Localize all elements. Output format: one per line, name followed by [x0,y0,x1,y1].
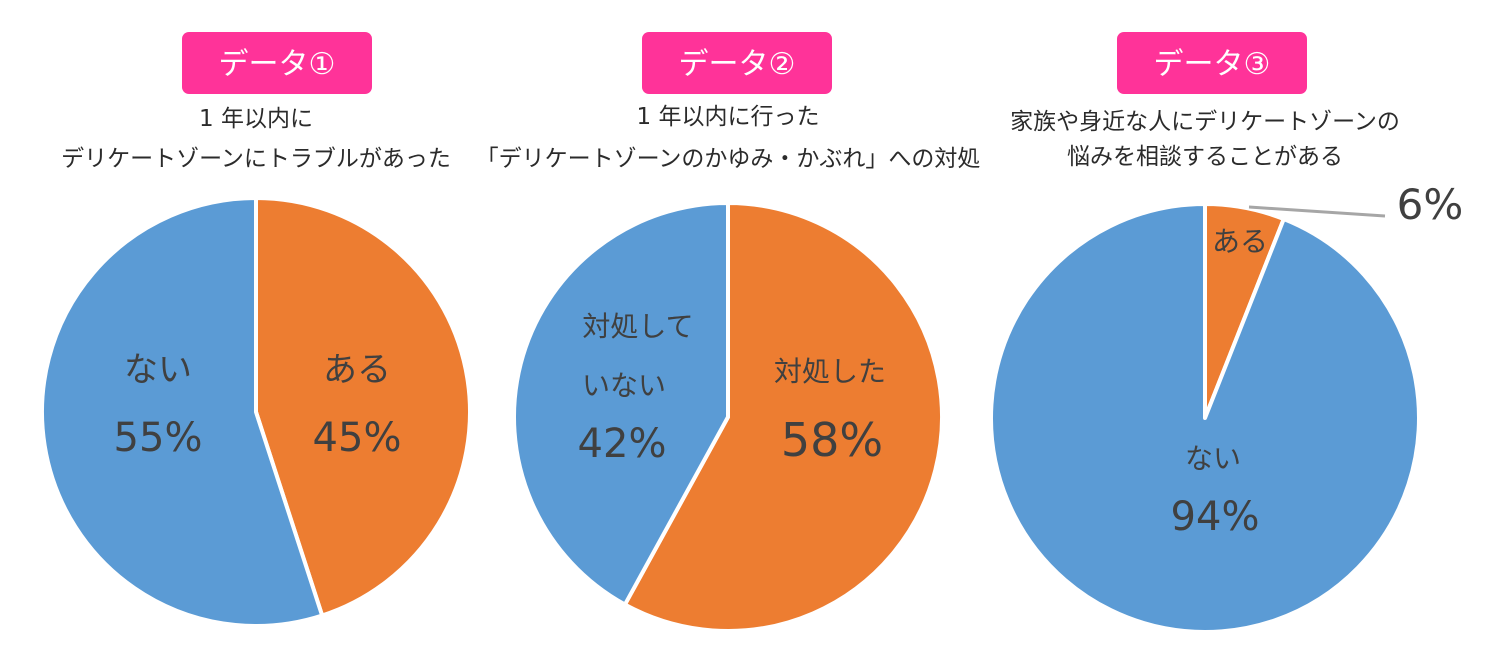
slice-value-label: 45% [313,415,402,461]
badge-label: データ③ [1154,47,1271,82]
slice-category-label: 対処して [582,310,693,343]
badge-background [182,32,372,94]
badge-label: データ① [219,47,336,82]
pie-slice [622,201,944,633]
slice-value-label: 58% [781,413,883,467]
pie-slice [512,201,730,607]
leader-line [1248,205,1386,218]
badge-background [1117,32,1307,94]
pie-slice [40,196,325,628]
chart-title-line: デリケートゾーンにトラブルがあった [61,146,451,172]
slice-category-label: いない [582,369,666,402]
slice-value-label: 42% [578,421,667,467]
chart-title-line: 悩みを相談することがある [1067,144,1343,170]
slice-category-label: ない [124,350,192,390]
slice-value-label: 55% [114,415,203,461]
slice-category-label: 対処した [774,355,886,388]
chart-title-line: 「デリケートゾーンのかゆみ・かぶれ」への対処 [476,146,981,172]
chart-title-line: 1 年以内に [199,106,313,132]
pie-slice [254,196,472,618]
chart-title-line: 1 年以内に行った [637,104,820,130]
slice-category-label: ある [1212,225,1268,258]
badge-label: データ② [679,47,796,82]
slice-value-label: 94% [1171,494,1260,540]
slice-category-label: ない [1185,442,1241,475]
slice-value-label: 6% [1397,180,1464,229]
badge-background [642,32,832,94]
slice-category-label: ある [323,350,391,390]
pie-slice [989,202,1422,634]
chart-title-line: 家族や身近な人にデリケートゾーンの [1010,109,1400,135]
